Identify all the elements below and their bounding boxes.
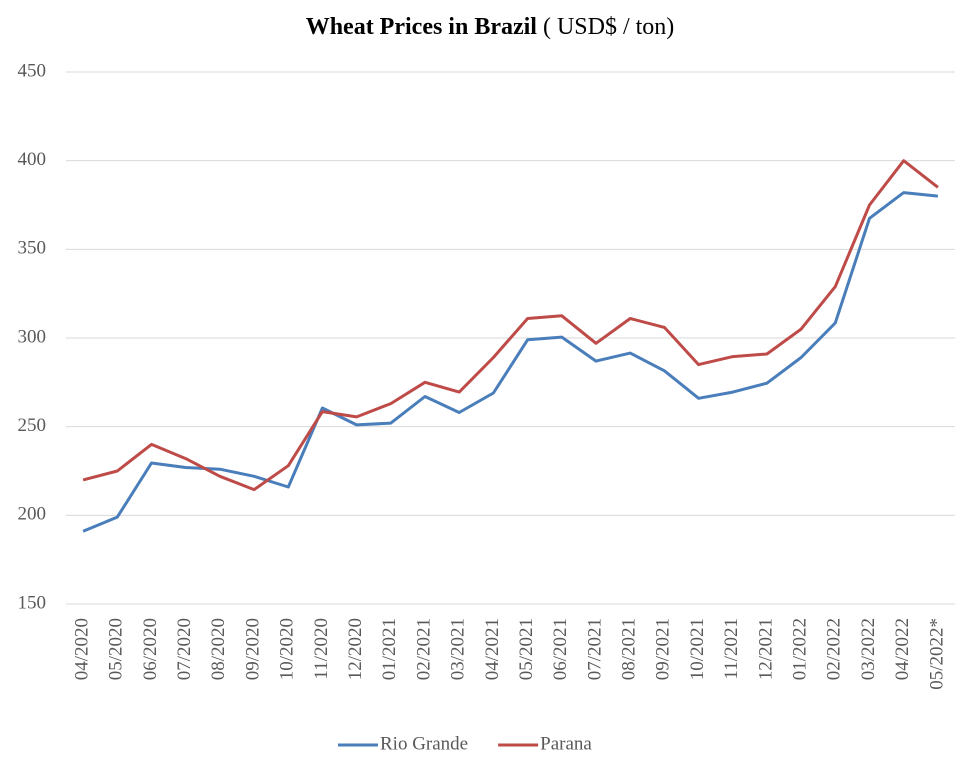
series-line [82, 191, 939, 533]
x-tick-label: 11/2021 [721, 618, 742, 680]
x-tick-label: 04/2022 [892, 618, 913, 680]
chart-title: Wheat Prices in Brazil [306, 14, 538, 40]
series-line [82, 159, 939, 492]
legend-label: Rio Grande [380, 733, 468, 754]
x-tick-label: 09/2020 [242, 618, 263, 680]
x-tick-label: 11/2020 [311, 618, 332, 680]
x-tick-label: 05/2022* [926, 618, 947, 690]
x-tick-label: 05/2021 [516, 618, 537, 680]
y-tick-label: 450 [18, 60, 47, 81]
x-tick-label: 03/2022 [858, 618, 879, 680]
x-tick-label: 03/2021 [448, 618, 469, 680]
chart-title-group: Wheat Prices in Brazil ( USD$ / ton) [306, 14, 675, 40]
x-tick-label: 01/2022 [789, 618, 810, 680]
x-tick-label: 06/2020 [140, 618, 161, 680]
x-tick-label: 02/2022 [824, 618, 845, 680]
x-tick-label: 07/2021 [584, 618, 605, 680]
x-tick-label: 01/2021 [379, 618, 400, 680]
y-tick-label: 400 [18, 149, 47, 170]
x-tick-label: 10/2020 [277, 618, 298, 680]
y-tick-label: 150 [18, 592, 47, 613]
y-tick-label: 200 [18, 504, 47, 525]
x-tick-label: 04/2021 [482, 618, 503, 680]
x-tick-label: 09/2021 [653, 618, 674, 680]
x-tick-label: 04/2020 [71, 618, 92, 680]
x-tick-label: 06/2021 [550, 618, 571, 680]
x-tick-label: 02/2021 [413, 618, 434, 680]
x-tick-label: 10/2021 [687, 618, 708, 680]
x-tick-label: 08/2020 [208, 618, 229, 680]
x-tick-label: 12/2021 [755, 618, 776, 680]
x-tick-label: 12/2020 [345, 618, 366, 680]
legend-label: Parana [540, 733, 592, 754]
y-tick-label: 250 [18, 415, 47, 436]
x-tick-label: 07/2020 [174, 618, 195, 680]
y-tick-label: 300 [18, 326, 47, 347]
x-tick-label: 08/2021 [619, 618, 640, 680]
y-tick-label: 350 [18, 238, 47, 259]
x-tick-label: 05/2020 [106, 618, 127, 680]
chart-subtitle: ( USD$ / ton) [543, 14, 674, 40]
